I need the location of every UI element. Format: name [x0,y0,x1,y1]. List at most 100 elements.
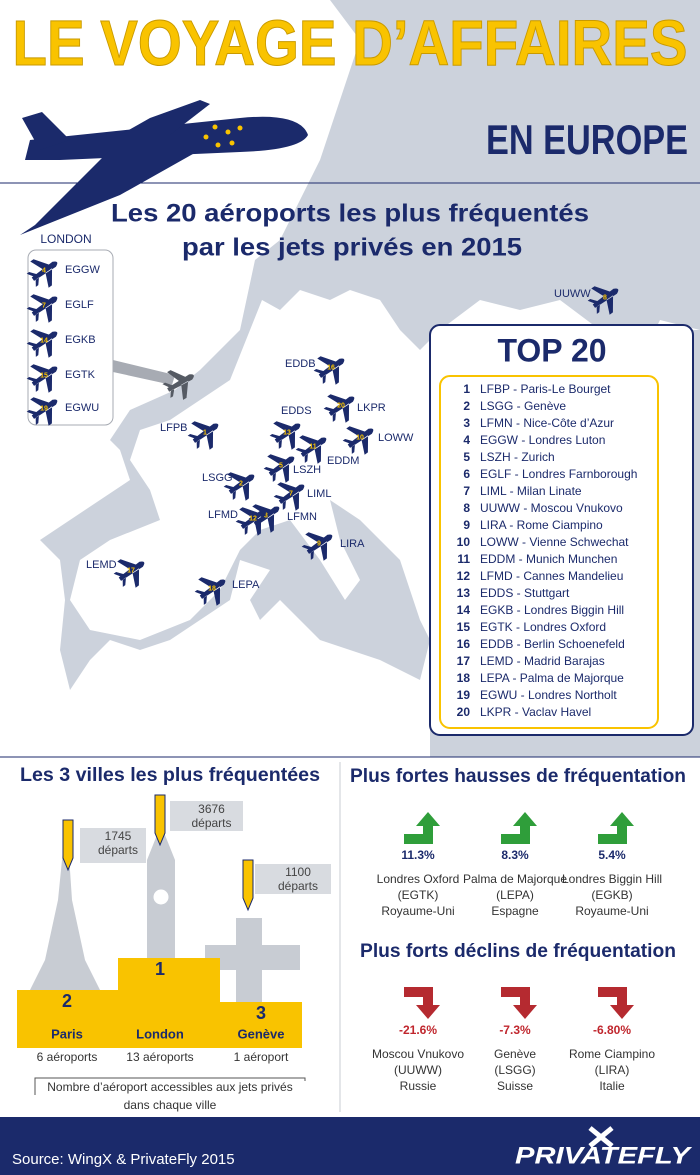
podium-rank: 1 [155,959,165,979]
main-title: LE VOYAGE D’AFFAIRES [13,7,688,79]
plane-shape [223,472,255,501]
airport-code: EGWU [65,402,99,414]
podium-3 [220,1002,302,1048]
note: dans chaque ville [124,1098,217,1112]
top20-label: LSZH - Zurich [480,450,555,464]
trend-code: (UUWW) [394,1063,442,1077]
departures-value: 1745 [105,829,132,843]
callout-arrow [62,819,74,872]
trend-country: Royaume-Uni [381,904,454,918]
airport-rank: 8 [603,294,607,301]
map-title: par les jets privés en 2015 [182,234,522,262]
airport-rank: 14 [40,337,48,344]
airport-rank: 18 [208,585,216,592]
top20-label: EGLF - Londres Farnborough [480,467,637,481]
airport-plane: 15 [26,364,58,393]
airport-rank: 15 [40,372,48,379]
top20-label: LFMN - Nice-Côte d’Azur [480,416,614,430]
airport-rank: 2 [239,480,243,487]
airport-code: EDDB [285,358,316,370]
top20-label: EDDB - Berlin Schoenefeld [480,637,625,651]
airport-code: EGKB [65,334,96,346]
trend-country: Royaume-Uni [575,904,648,918]
plane-shape [273,482,305,511]
airport-plane: 13 [269,421,301,450]
airport-rank: 4 [42,267,46,274]
plane-shape [342,426,374,455]
airport-plane: 5 [263,454,295,483]
plane-shape [313,356,345,385]
plane-shape [26,397,58,426]
plane-shape [235,507,267,536]
departures-unit: départs [98,843,138,857]
top20-label: LKPR - Vaclav Havel [480,705,591,719]
podium-rank: 3 [256,1003,266,1023]
top20-inner [439,375,659,729]
plane-shape [113,559,145,588]
trend-arrow [598,987,634,1019]
top20-label: EGWU - Londres Northolt [480,688,617,702]
airport-plane: 19 [26,397,58,426]
airport-rank: 10 [356,434,364,441]
airport-code: EDDM [327,455,359,467]
note: Nombre d’aéroport accessibles aux jets p… [47,1080,292,1094]
plane-shape [301,532,333,561]
trend-country: Italie [599,1079,625,1093]
airport-rank: 7 [42,302,46,309]
trend-name: Rome Ciampino [569,1047,655,1061]
trend-code: (LSGG) [494,1063,535,1077]
trend-name: Genève [494,1047,536,1061]
top20-rank: 17 [457,654,471,668]
airport-plane: 9 [301,532,333,561]
trend-name: Londres Oxford [377,872,460,886]
top20-rank: 9 [463,518,470,532]
top20-rank: 13 [457,586,471,600]
top20-label: UUWW - Moscou Vnukovo [480,501,623,515]
top20-rank: 5 [463,450,470,464]
plane-shape [263,454,295,483]
airport-rank: 17 [127,567,135,574]
top20-rank: 15 [457,620,471,634]
airport-plane: 16 [313,356,345,385]
brand-mark [588,1126,614,1148]
landmarks [30,825,300,1002]
airport-rank: 12 [249,515,257,522]
airport-plane: 10 [342,426,374,455]
airport-plane: 8 [587,286,619,315]
airport-rank: 13 [283,429,291,436]
airport-code: LKPR [357,402,386,414]
airport-rank: 7 [289,490,293,497]
footer-bar [0,1117,700,1175]
airport-rank: 20 [337,402,345,409]
london-label: LONDON [40,232,91,246]
trend-code: (LEPA) [496,888,534,902]
trend-name: Palma de Majorque [463,872,567,886]
top20-rank: 10 [457,535,471,549]
top20-rank: 20 [457,705,471,719]
top20-label: EGGW - Londres Luton [480,433,605,447]
departures-callout [80,828,146,863]
airport-code: LFMN [287,511,317,523]
trend-country: Suisse [497,1079,533,1093]
top20-label: LFMD - Cannes Mandelieu [480,569,623,583]
trend-country: Espagne [491,904,539,918]
top20-label: LSGG - Genève [480,399,566,413]
plane-shape [269,421,301,450]
departures-value: 3676 [198,802,225,816]
airport-rank: 3 [264,512,268,519]
airport-plane: 11 [295,435,327,464]
airport-rank: 9 [317,540,321,547]
airport-rank: 1 [203,429,207,436]
top20-rank: 18 [457,671,471,685]
airport-rank: 5 [279,462,283,469]
top20-rank: 11 [457,552,470,566]
airport-plane: 14 [26,329,58,358]
top20-label: LEPA - Palma de Majorque [480,671,624,685]
departures-value: 1100 [285,865,311,879]
top20-rank: 12 [457,569,471,583]
top20-rank: 6 [463,467,470,481]
trend-value: 8.3% [501,848,529,862]
trend-code: (EGKB) [591,888,632,902]
podium-2 [17,990,118,1048]
